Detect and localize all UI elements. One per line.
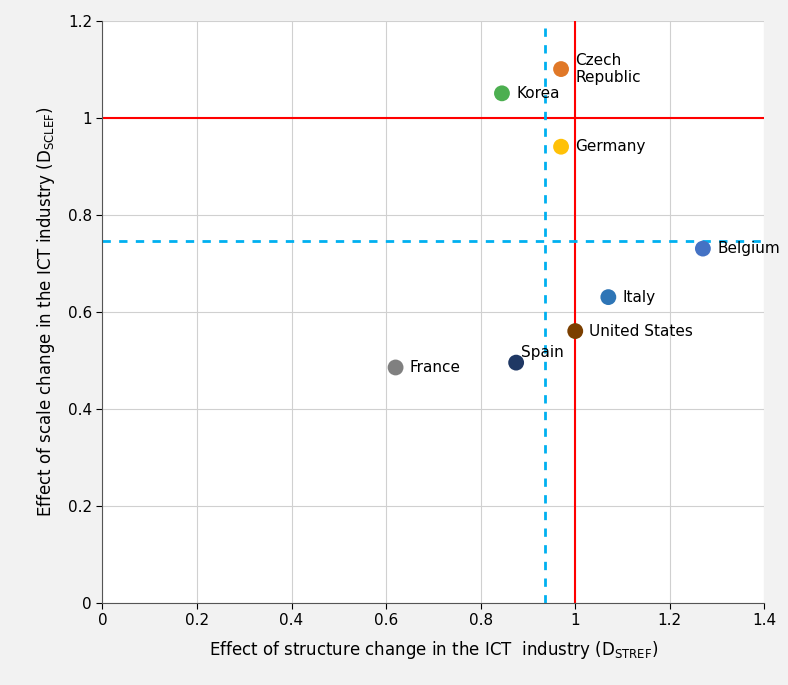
Text: Belgium: Belgium [717,241,780,256]
Y-axis label: Effect of scale change in the ICT industry (D$_{\mathrm{SCLEF}}$): Effect of scale change in the ICT indust… [35,106,57,517]
Text: Germany: Germany [575,139,645,154]
Text: Czech
Republic: Czech Republic [575,53,641,85]
Point [389,362,402,373]
Text: Korea: Korea [516,86,559,101]
Point [510,357,522,368]
Point [496,88,508,99]
Point [555,64,567,75]
Point [569,325,582,336]
Text: Italy: Italy [623,290,656,305]
Text: Spain: Spain [521,345,563,360]
Point [602,292,615,303]
Point [555,141,567,152]
Point [697,243,709,254]
X-axis label: Effect of structure change in the ICT  industry (D$_{\mathrm{STREF}}$): Effect of structure change in the ICT in… [209,639,658,661]
Text: France: France [410,360,461,375]
Text: United States: United States [589,323,693,338]
